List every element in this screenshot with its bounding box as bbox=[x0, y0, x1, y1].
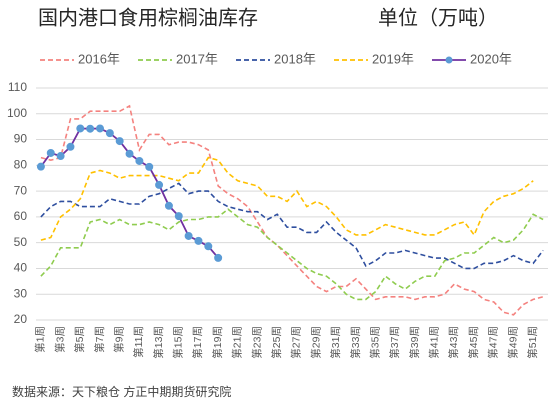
series-marker bbox=[76, 124, 85, 133]
x-tick-label: 第15周 bbox=[172, 326, 185, 359]
x-tick-label: 第45周 bbox=[467, 326, 480, 359]
series-line bbox=[40, 104, 544, 316]
y-tick-label: 110 bbox=[8, 80, 27, 94]
series-marker bbox=[86, 124, 95, 133]
legend-label: 2018年 bbox=[274, 51, 316, 66]
legend-label: 2017年 bbox=[176, 51, 218, 66]
y-tick-label: 60 bbox=[14, 209, 28, 223]
x-tick-label: 第11周 bbox=[132, 326, 145, 358]
legend-label: 2016年 bbox=[78, 51, 120, 66]
series-marker bbox=[66, 142, 75, 151]
series-marker bbox=[155, 180, 164, 189]
x-tick-label: 第41周 bbox=[428, 326, 441, 359]
legend-marker bbox=[445, 56, 453, 64]
series-marker bbox=[214, 253, 223, 262]
chart-subtitle: 单位（万吨） bbox=[378, 7, 498, 30]
x-tick-label: 第37周 bbox=[388, 326, 401, 359]
x-tick-label: 第43周 bbox=[447, 326, 460, 359]
legend-label: 2019年 bbox=[372, 51, 414, 66]
series-marker bbox=[56, 152, 65, 161]
series-marker bbox=[135, 156, 144, 165]
series-marker bbox=[164, 201, 173, 210]
y-tick-label: 70 bbox=[14, 183, 28, 197]
series-marker bbox=[105, 129, 114, 138]
x-tick-label: 第19周 bbox=[211, 326, 224, 359]
x-tick-label: 第13周 bbox=[152, 326, 165, 359]
y-tick-label: 90 bbox=[14, 132, 28, 146]
series-line bbox=[40, 182, 544, 270]
series-line bbox=[40, 208, 544, 301]
series-marker bbox=[125, 149, 134, 158]
y-tick-label: 40 bbox=[14, 261, 28, 275]
x-tick-label: 第51周 bbox=[526, 326, 539, 359]
series-marker bbox=[174, 212, 183, 221]
y-tick-label: 50 bbox=[14, 235, 28, 249]
series-marker bbox=[204, 242, 213, 251]
x-tick-label: 第25周 bbox=[270, 326, 283, 359]
x-tick-label: 第33周 bbox=[349, 326, 362, 359]
x-tick-label: 第9周 bbox=[112, 326, 125, 353]
x-tick-label: 第29周 bbox=[309, 326, 322, 359]
series-line bbox=[40, 156, 534, 241]
series-marker bbox=[194, 236, 203, 245]
chart-title: 国内港口食用棕榈油库存 bbox=[38, 7, 258, 30]
x-tick-label: 第17周 bbox=[191, 326, 204, 359]
y-tick-label: 20 bbox=[14, 312, 28, 326]
x-tick-label: 第23周 bbox=[250, 326, 263, 359]
x-tick-label: 第27周 bbox=[290, 326, 303, 359]
source-note: 数据来源：天下粮仓 方正中期期货研究院 bbox=[12, 384, 231, 399]
y-tick-label: 100 bbox=[7, 106, 27, 120]
x-tick-label: 第31周 bbox=[329, 326, 342, 359]
x-tick-label: 第3周 bbox=[53, 326, 66, 353]
series-marker bbox=[96, 124, 104, 133]
series-marker bbox=[184, 231, 193, 240]
series-marker bbox=[145, 162, 154, 171]
y-tick-label: 30 bbox=[14, 286, 28, 300]
x-tick-label: 第1周 bbox=[34, 326, 47, 353]
legend-label: 2020年 bbox=[470, 51, 512, 66]
x-tick-label: 第47周 bbox=[487, 326, 500, 359]
x-tick-label: 第7周 bbox=[93, 326, 106, 353]
x-tick-label: 第21周 bbox=[231, 326, 244, 359]
series-marker bbox=[36, 162, 45, 171]
series-marker bbox=[115, 137, 124, 146]
y-tick-label: 80 bbox=[14, 158, 28, 172]
series-marker bbox=[46, 148, 55, 157]
x-tick-label: 第49周 bbox=[506, 326, 519, 359]
x-tick-label: 第5周 bbox=[73, 326, 86, 353]
x-tick-label: 第35周 bbox=[368, 326, 381, 359]
x-tick-label: 第39周 bbox=[408, 326, 421, 359]
